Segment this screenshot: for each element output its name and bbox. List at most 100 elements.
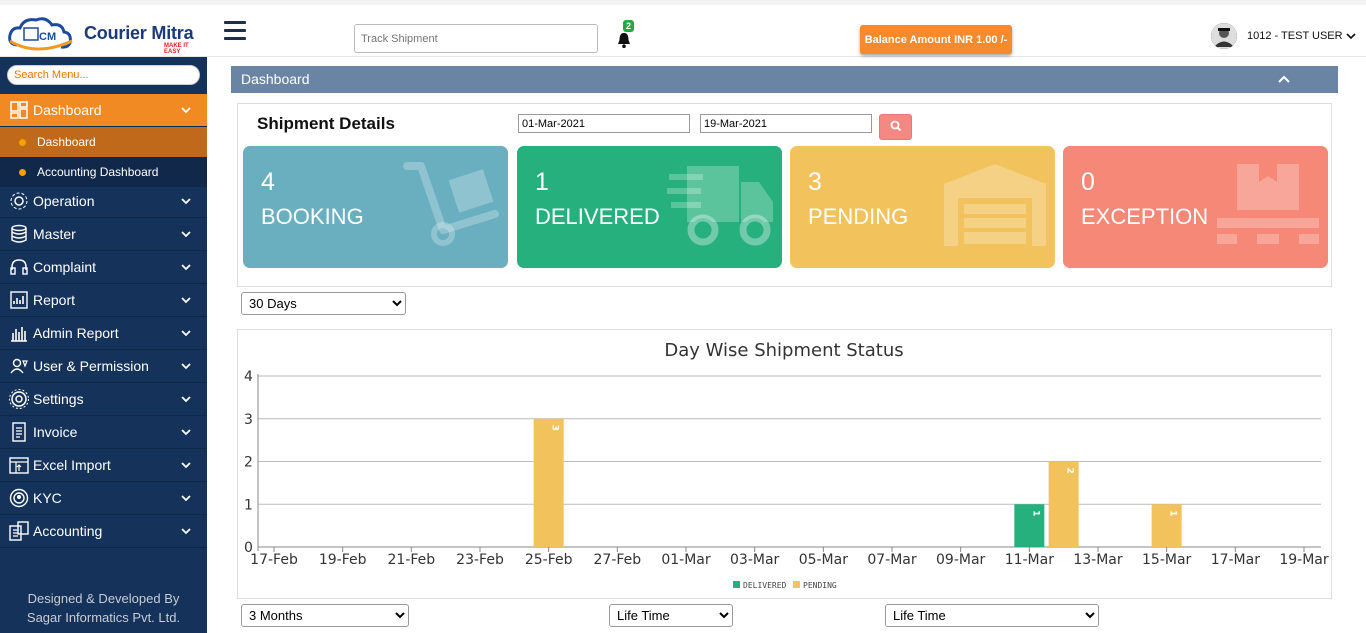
sidebar-item-label: User & Permission — [33, 358, 149, 374]
headset-icon — [10, 259, 28, 275]
user-name: 1012 - TEST USER — [1247, 30, 1343, 42]
track-shipment-input[interactable] — [354, 24, 598, 53]
range-select-3-months[interactable]: 3 Months — [241, 604, 409, 627]
range-select-life-time-2[interactable]: Life Time — [885, 604, 1099, 627]
range-select-life-time-1[interactable]: Life Time — [609, 604, 733, 627]
bar-pending-15-Mar — [1151, 504, 1182, 547]
sidebar-item-report[interactable]: Report — [0, 284, 207, 317]
x-tick-label: 19-Feb — [319, 552, 367, 568]
x-tick-label: 23-Feb — [456, 552, 504, 568]
sidebar-item-label: Invoice — [33, 424, 78, 440]
x-tick-label: 15-Mar — [1142, 552, 1192, 568]
chevron-down-icon — [181, 330, 191, 337]
sidebar: Dashboard Operation Master Complaint Report A… — [0, 57, 207, 633]
balance-amount-button[interactable]: Balance Amount INR 1.00 /- — [860, 25, 1012, 54]
brand-name: Courier Mitra — [84, 23, 194, 43]
sidebar-item-operation[interactable]: Operation — [0, 185, 207, 218]
exception-card[interactable]: 0 EXCEPTION — [1063, 146, 1328, 268]
bar-delivered-11-Mar — [1014, 504, 1045, 547]
submenu-bullet-icon — [19, 138, 26, 146]
delivered-card[interactable]: 1 DELIVERED — [517, 146, 782, 268]
y-tick-label: 0 — [244, 540, 253, 556]
sidebar-item-complaint[interactable]: Complaint — [0, 251, 207, 284]
y-tick-label: 1 — [244, 497, 253, 513]
bar-data-label: 2 — [1065, 468, 1075, 474]
sidebar-item-label: KYC — [33, 490, 62, 506]
box-pallet-icon — [1217, 164, 1319, 244]
brand-logo[interactable]: CM Courier Mitra MAKE IT EASY — [6, 13, 206, 55]
sidebar-item-settings[interactable]: Settings — [0, 383, 207, 416]
booking-card[interactable]: 4 BOOKING — [243, 146, 508, 268]
sidebar-item-admin-report[interactable]: Admin Report — [0, 317, 207, 350]
sidebar-item-kyc[interactable]: KYC — [0, 482, 207, 515]
kyc-icon — [9, 488, 29, 508]
y-tick-label: 2 — [244, 455, 253, 471]
brand-tagline: MAKE IT EASY — [164, 43, 189, 55]
accounting-icon — [9, 521, 29, 541]
chevron-down-icon — [181, 429, 191, 436]
user-menu[interactable]: 1012 - TEST USER — [1211, 22, 1356, 50]
sidebar-item-accounting[interactable]: Accounting — [0, 515, 207, 548]
y-tick-label: 3 — [244, 412, 253, 428]
x-tick-label: 09-Mar — [936, 552, 986, 568]
notification-bell-icon[interactable] — [615, 31, 633, 49]
user-chevron-down-icon — [1346, 33, 1356, 40]
hamburger-menu-icon[interactable] — [224, 21, 246, 41]
developer-credit: Designed & Developed By Sagar Informatic… — [0, 589, 207, 627]
search-button[interactable] — [879, 114, 912, 140]
to-date-input[interactable] — [700, 114, 872, 133]
trolley-box-icon — [403, 162, 499, 246]
sidebar-subitem-label: Dashboard — [37, 135, 96, 149]
bar-data-label: 3 — [550, 425, 560, 431]
truck-icon — [667, 166, 773, 246]
sidebar-item-label: Excel Import — [33, 457, 111, 473]
user-avatar — [1211, 23, 1237, 49]
sidebar-item-dashboard[interactable]: Dashboard — [0, 94, 207, 127]
legend-swatch-pending — [793, 581, 800, 588]
chevron-down-icon — [181, 528, 191, 535]
chevron-down-icon — [181, 107, 191, 114]
submenu-bullet-icon — [19, 168, 26, 176]
report-chart-icon — [10, 291, 28, 309]
from-date-input[interactable] — [518, 114, 690, 133]
search-icon — [890, 120, 901, 131]
top-bar: CM Courier Mitra MAKE IT EASY 2 Balance … — [0, 0, 1366, 57]
pending-label: PENDING — [808, 204, 909, 229]
dashboard-icon — [10, 101, 28, 119]
bar-data-label: 1 — [1030, 510, 1040, 516]
sidebar-item-label: Complaint — [33, 259, 97, 275]
x-tick-label: 25-Feb — [525, 552, 573, 568]
chevron-down-icon — [181, 198, 191, 205]
sidebar-subitem-dashboard[interactable]: Dashboard — [0, 127, 207, 157]
sidebar-item-excel-import[interactable]: Excel Import — [0, 449, 207, 482]
collapse-chevron-up-icon[interactable] — [1278, 74, 1290, 84]
x-tick-label: 05-Mar — [799, 552, 849, 568]
excel-import-icon — [9, 457, 29, 474]
sidebar-subitem-label: Accounting Dashboard — [37, 165, 159, 179]
sidebar-item-user-permission[interactable]: User & Permission — [0, 350, 207, 383]
sidebar-item-label: Accounting — [33, 523, 103, 539]
chart-title: Day Wise Shipment Status — [664, 340, 903, 361]
search-menu-input[interactable] — [7, 65, 200, 85]
admin-report-icon — [11, 327, 27, 342]
x-tick-label: 17-Mar — [1211, 552, 1261, 568]
notification-count-badge: 2 — [623, 20, 635, 32]
x-tick-label: 21-Feb — [388, 552, 436, 568]
chevron-down-icon — [181, 264, 191, 271]
pending-card[interactable]: 3 PENDING — [790, 146, 1055, 268]
credit-line-1: Designed & Developed By — [27, 591, 180, 606]
pending-count: 3 — [808, 168, 822, 196]
shipment-status-chart-svg: Day Wise Shipment Status 0 1 2 3 4 17-Feb 19-Fe… — [244, 340, 1329, 590]
warehouse-icon — [944, 164, 1046, 246]
chart-range-select[interactable]: 30 Days — [241, 292, 406, 315]
invoice-icon — [12, 422, 26, 442]
chevron-down-icon — [181, 462, 191, 469]
exception-label: EXCEPTION — [1081, 204, 1209, 229]
user-permission-icon — [10, 358, 28, 374]
bar-pending-12-Mar — [1048, 461, 1079, 547]
sidebar-item-label: Admin Report — [33, 325, 119, 341]
sidebar-item-invoice[interactable]: Invoice — [0, 416, 207, 449]
sidebar-subitem-accounting-dashboard[interactable]: Accounting Dashboard — [0, 157, 207, 187]
shipment-details-title: Shipment Details — [257, 114, 395, 133]
sidebar-item-master[interactable]: Master — [0, 218, 207, 251]
